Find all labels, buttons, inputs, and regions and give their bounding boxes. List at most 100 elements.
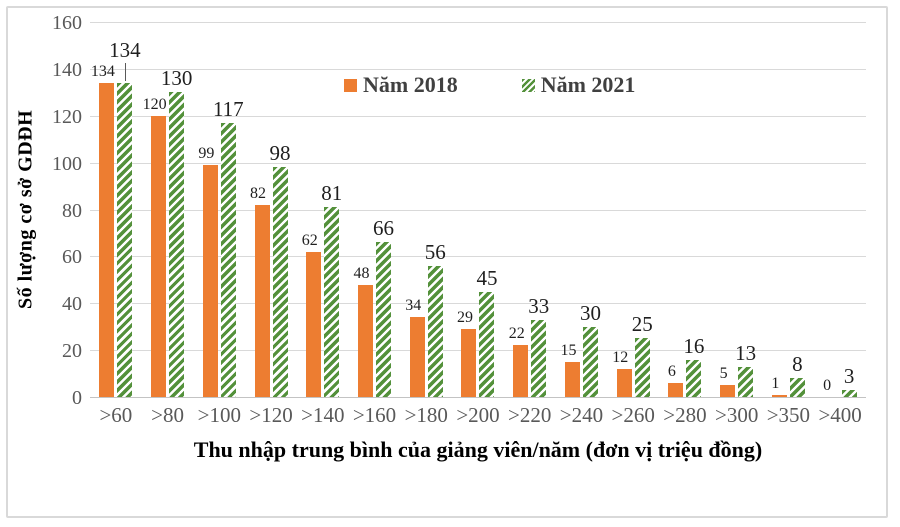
y-axis-tick-label: 140 <box>52 58 82 81</box>
bar-2018 <box>151 115 167 397</box>
gridline-40 <box>90 303 866 305</box>
x-axis-category-label: >60 <box>99 403 133 427</box>
data-label-2021: 98 <box>269 141 291 166</box>
category-group: 120 130 >80 <box>142 22 194 426</box>
data-label-2018: 29 <box>456 309 473 327</box>
y-axis-tick-label: 40 <box>62 293 82 316</box>
bar-2018 <box>720 385 736 397</box>
x-axis-category-label: >140 <box>301 403 345 427</box>
legend-label: Năm 2018 <box>363 72 458 97</box>
data-label-2018: 48 <box>353 264 370 282</box>
data-label-2018: 34 <box>405 297 422 315</box>
plot-area: 134 134 >60 120 130 >80 99 117 >100 82 98 >120 62 81 >… <box>90 22 866 426</box>
category-group: 48 66 >160 <box>349 22 401 426</box>
bar-2018 <box>99 82 115 397</box>
category-group: 0 3 >400 <box>814 22 866 425</box>
x-axis-category-label: >280 <box>663 403 707 427</box>
category-group: 22 33 >220 <box>504 22 556 425</box>
legend-marker-solid <box>344 78 357 92</box>
x-axis-category-label: >350 <box>766 403 811 427</box>
x-axis-category-label: >400 <box>818 403 862 427</box>
data-label-2021: 130 <box>160 66 193 91</box>
x-axis-category-label: >200 <box>456 403 500 427</box>
data-label-2018: 1 <box>771 374 780 392</box>
bar-2018 <box>409 317 425 397</box>
category-group: 6 16 >280 <box>659 22 711 426</box>
data-label-2021: 8 <box>792 352 803 377</box>
gridline-160 <box>90 22 866 23</box>
label-leader-line <box>124 62 126 81</box>
bar-2021 <box>531 319 547 397</box>
data-label-2021: 16 <box>683 333 705 358</box>
data-label-2021: 30 <box>579 300 601 325</box>
x-axis-category-label: >240 <box>559 403 604 427</box>
x-axis-category-label: >80 <box>151 403 184 427</box>
bar-2021 <box>220 122 236 397</box>
category-group: 82 98 >120 <box>245 22 297 426</box>
y-axis-tick-label: 80 <box>62 199 82 222</box>
data-label-2021: 66 <box>373 216 395 241</box>
y-axis-tick-label: 120 <box>52 105 82 128</box>
bar-2018 <box>254 204 270 397</box>
category-group: 5 13 >300 <box>711 22 763 425</box>
bar-2018 <box>564 361 580 397</box>
x-axis-category-label: >120 <box>249 403 293 427</box>
bar-2021 <box>169 92 185 397</box>
bar-2021 <box>841 389 857 397</box>
y-axis-tick-label: 160 <box>52 12 82 34</box>
bar-2021 <box>324 207 340 397</box>
category-group: 62 81 >140 <box>297 22 349 426</box>
data-label-2018: 0 <box>823 377 832 394</box>
bar-2018 <box>202 164 218 397</box>
bar-2021 <box>272 167 288 397</box>
category-group: 15 30 >240 <box>556 22 608 425</box>
x-axis-line <box>90 397 866 398</box>
data-label-2018: 15 <box>560 341 577 359</box>
data-label-2018: 134 <box>90 62 115 80</box>
bar-2018 <box>306 251 322 397</box>
legend-marker-hatched <box>521 78 535 92</box>
bar-2021 <box>634 338 650 397</box>
x-axis-category-label: >260 <box>611 403 655 427</box>
x-axis-title: Thu nhập trung bình của giảng viên/năm (… <box>193 437 763 462</box>
category-group: 12 25 >260 <box>607 22 659 426</box>
bar-2021 <box>376 242 392 397</box>
data-label-2018: 99 <box>198 144 215 162</box>
gridline-100 <box>90 162 866 164</box>
legend: Năm 2018 Năm 2021 <box>344 74 635 96</box>
bar-2018 <box>771 394 787 397</box>
bar-2018 <box>668 382 684 397</box>
data-label-2018: 62 <box>301 231 318 249</box>
gridline-60 <box>90 256 866 258</box>
data-label-2021: 134 <box>109 37 141 62</box>
data-label-2021: 81 <box>321 181 343 206</box>
data-label-2021: 13 <box>735 340 757 365</box>
y-axis-tick-label: 0 <box>72 387 82 409</box>
data-label-2021: 56 <box>424 239 446 264</box>
x-axis-category-label: >180 <box>404 403 448 427</box>
x-axis-category-label: >220 <box>508 403 552 427</box>
category-group: 34 56 >180 <box>400 22 452 425</box>
legend-item-nam-2018: Năm 2018 <box>344 74 458 96</box>
data-label-2018: 5 <box>719 365 728 383</box>
category-group: 1 8 >350 <box>763 22 815 426</box>
data-label-2021: 3 <box>843 363 855 388</box>
bar-2021 <box>686 359 702 397</box>
category-group: 99 117 >100 <box>193 22 245 425</box>
bar-2021 <box>117 82 133 397</box>
data-label-2018: 6 <box>667 362 676 380</box>
data-label-2021: 25 <box>631 312 653 337</box>
data-label-2021: 45 <box>476 265 498 290</box>
x-axis-category-label: >300 <box>714 403 759 427</box>
bar-2021 <box>789 378 805 397</box>
bar-2018 <box>616 368 632 397</box>
data-label-2018: 12 <box>612 348 629 366</box>
bar-2018 <box>513 345 529 397</box>
bar-2021 <box>427 265 443 397</box>
gridline-140 <box>90 68 866 70</box>
data-label-2018: 22 <box>508 325 525 343</box>
category-group: 29 45 >200 <box>452 22 504 425</box>
bar-2021 <box>479 291 495 397</box>
gridline-120 <box>90 115 866 117</box>
y-axis-tick-label: 60 <box>62 246 82 269</box>
